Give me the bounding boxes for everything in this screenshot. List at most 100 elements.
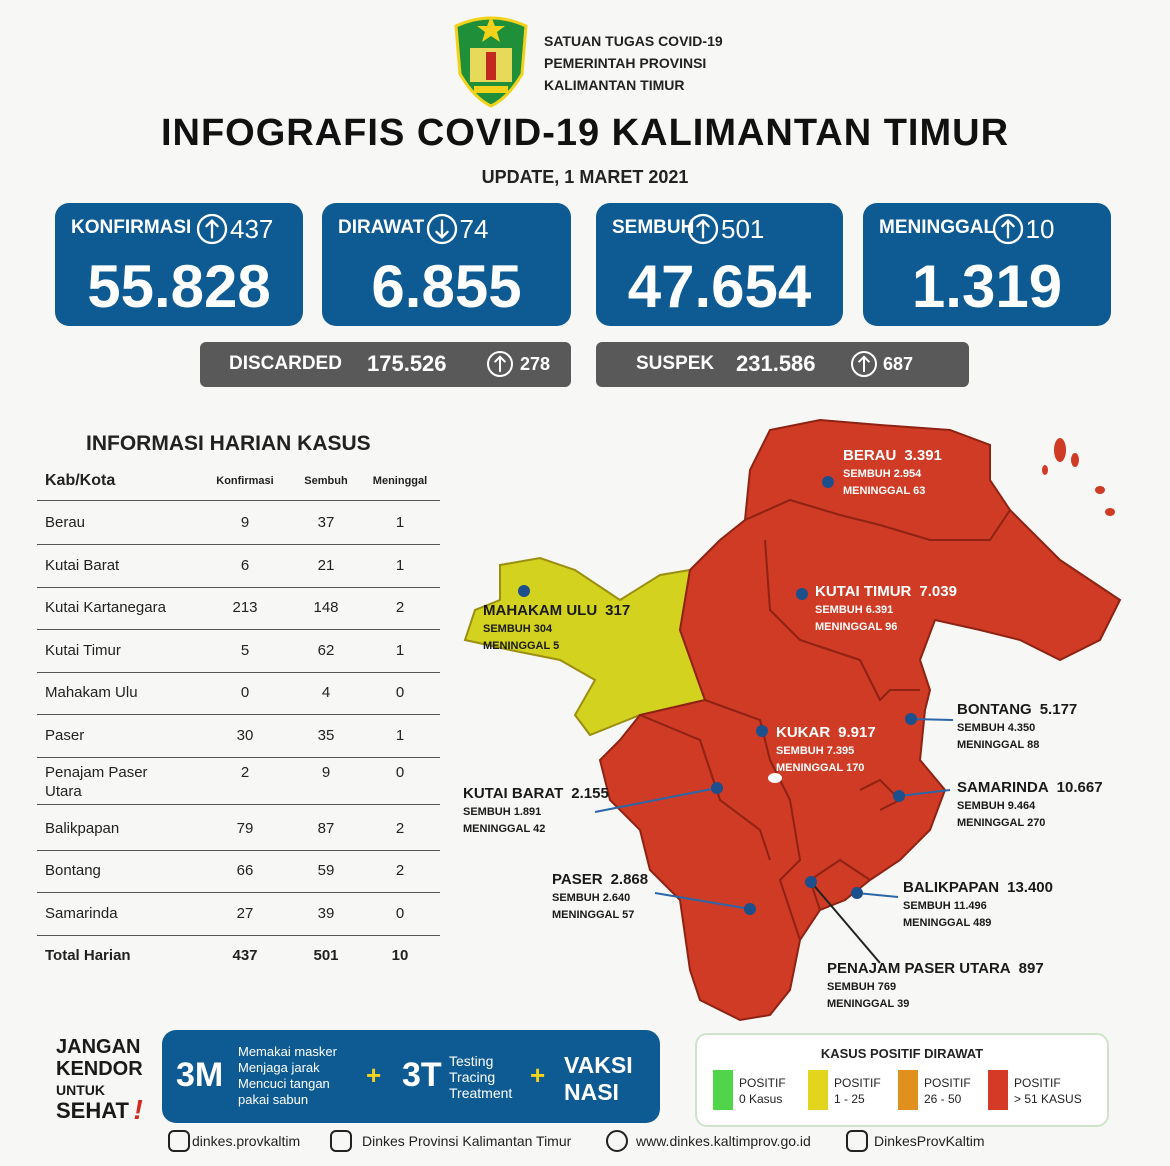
stat-label: SEMBUH <box>612 217 695 238</box>
region-value: 3.391 <box>904 447 942 464</box>
stat-change: 501 <box>721 214 765 244</box>
arrow <box>434 219 449 240</box>
secondary-value: 175.526 <box>367 351 447 376</box>
region-value: 2.868 <box>611 871 649 888</box>
stat-box <box>596 203 843 326</box>
region-value: 5.177 <box>1040 701 1078 718</box>
stat-label: DIRAWAT <box>338 217 425 238</box>
prokes-plus: + <box>530 1060 546 1090</box>
arrow <box>205 218 219 239</box>
region-value: 897 <box>1019 960 1044 977</box>
region-sembuh: SEMBUH 4.350 <box>957 722 1035 734</box>
region-sembuh: SEMBUH 2.640 <box>552 892 630 904</box>
legend-title: KASUS POSITIF DIRAWAT <box>820 1046 984 1061</box>
prokes-vaksin: NASI <box>564 1079 619 1105</box>
social-text: DinkesProvKaltim <box>874 1133 985 1149</box>
legend-swatch <box>988 1070 1008 1110</box>
region-dot <box>796 588 808 600</box>
leader-line <box>594 787 718 813</box>
table-rule <box>37 587 440 588</box>
table-cell: Paser <box>45 727 85 744</box>
table-cell: 62 <box>317 642 335 659</box>
arrow-icon <box>687 213 719 245</box>
table-cell: Penajam Paser Utara <box>45 764 148 800</box>
region-value: 317 <box>605 602 630 619</box>
prokes-item: Menjaga jarak <box>238 1060 320 1075</box>
table-cell: 437 <box>232 947 258 964</box>
title: INFOGRAFIS COVID-19 KALIMANTAN TIMUR <box>160 112 1010 154</box>
region-name: SAMARINDA <box>957 779 1049 796</box>
arrow-circle <box>196 213 228 245</box>
table-cell: 59 <box>317 862 335 879</box>
stat-change: 10 <box>1025 214 1055 244</box>
region-dot <box>518 585 530 597</box>
arrow <box>494 355 506 373</box>
region-title: KUTAI TIMUR 7.039 <box>815 583 957 600</box>
table-rule <box>37 804 440 805</box>
region-meninggal: MENINGGAL 170 <box>776 762 864 774</box>
stat-change: 74 <box>459 214 489 244</box>
table-title: INFORMASI HARIAN KASUS <box>86 432 371 455</box>
region-dot <box>905 713 917 725</box>
stat-box <box>55 203 303 326</box>
table-rule <box>37 672 440 673</box>
region-sembuh: SEMBUH 2.954 <box>843 468 922 480</box>
secondary-change: 278 <box>520 354 551 374</box>
table-cell: Kutai Timur <box>45 642 121 659</box>
region-title: BALIKPAPAN 13.400 <box>903 879 1053 896</box>
legend-label: POSITIF <box>924 1076 971 1090</box>
arrow <box>696 218 710 239</box>
region-title: SAMARINDA 10.667 <box>957 779 1103 796</box>
arrow-circle <box>487 351 513 377</box>
table-cell: 2 <box>395 599 405 616</box>
leader-line <box>654 892 751 910</box>
table-cell: 21 <box>317 557 335 574</box>
lake <box>768 773 782 783</box>
table-cell: Kutai Kartanegara <box>45 599 166 616</box>
slogan-mark: ! <box>133 1094 143 1125</box>
secondary-box <box>596 342 969 387</box>
legend-label: POSITIF <box>1014 1076 1061 1090</box>
stat-label: KONFIRMASI <box>71 217 192 238</box>
table-cell: 39 <box>317 905 335 922</box>
leader-line <box>898 789 951 797</box>
arrow-circle <box>992 213 1023 245</box>
stat-change: 437 <box>230 214 274 244</box>
table-rule <box>37 757 440 758</box>
region-name: BERAU <box>843 447 896 464</box>
table-cell: Balikpapan <box>45 820 120 837</box>
arrow-circle <box>426 213 457 245</box>
legend-swatch <box>898 1070 918 1110</box>
social-icon <box>606 1130 628 1152</box>
prokes-box <box>162 1030 660 1123</box>
legend-label: 1 - 25 <box>834 1092 865 1106</box>
slogan-line: KENDOR <box>56 1058 143 1080</box>
arrow-icon <box>196 213 228 245</box>
stat-value: 47.654 <box>627 253 812 320</box>
region-dot <box>756 725 768 737</box>
org-line: PEMERINTAH PROVINSI <box>544 55 707 71</box>
region-value: 7.039 <box>919 583 957 600</box>
slogan-line: UNTUK <box>56 1082 105 1098</box>
region-name: PASER <box>552 871 603 888</box>
arrow <box>1000 218 1015 239</box>
region-value: 2.155 <box>571 785 609 802</box>
arrow-circle <box>851 351 877 377</box>
table-cell: 2 <box>240 764 250 781</box>
region-sembuh: SEMBUH 6.391 <box>815 604 893 616</box>
table-cell: Berau <box>45 514 86 531</box>
region-sembuh: SEMBUH 1.891 <box>463 806 541 818</box>
secondary-label: SUSPEK <box>636 353 715 374</box>
stat-box <box>322 203 571 326</box>
legend-swatch <box>808 1070 828 1110</box>
table-rule <box>37 714 440 715</box>
region-name: KUKAR <box>776 724 830 741</box>
table-cell: 27 <box>236 905 254 922</box>
map-borders <box>639 498 1011 941</box>
leader-line <box>810 881 881 964</box>
table-cell: Total Harian <box>45 947 131 964</box>
stat-value: 55.828 <box>87 253 271 320</box>
table-cell: 1 <box>395 514 405 531</box>
arrow-icon <box>487 351 513 377</box>
table-cell: Samarinda <box>45 905 118 922</box>
